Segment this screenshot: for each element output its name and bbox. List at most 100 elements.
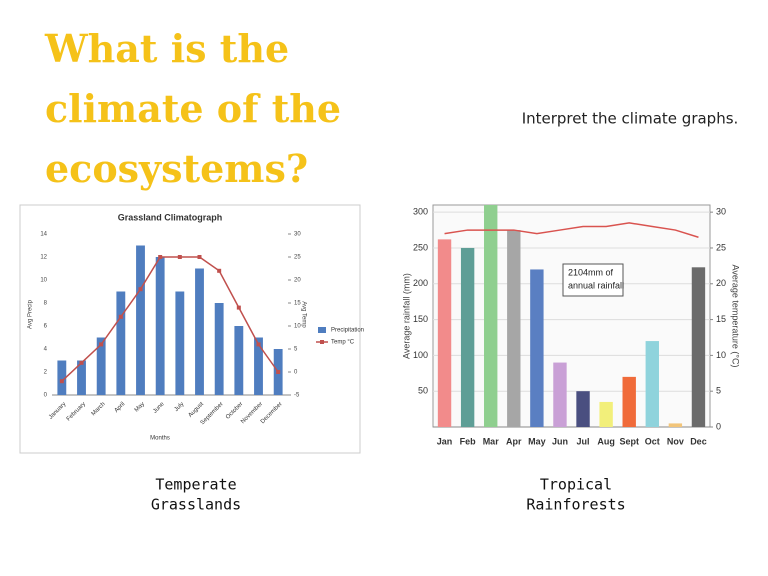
- bar: [484, 205, 498, 427]
- x-tick-label: Mar: [483, 436, 500, 446]
- bar: [195, 268, 204, 395]
- y-tick-label: 100: [413, 350, 428, 360]
- bar: [691, 267, 706, 427]
- line-marker: [138, 287, 143, 292]
- x-tick-label: Jan: [437, 436, 453, 446]
- x-tick-label: Jul: [577, 436, 590, 446]
- line: [444, 222, 699, 238]
- annotation: 2104mm of: [568, 267, 614, 277]
- bar: [599, 401, 613, 427]
- bar: [254, 337, 263, 395]
- x-tick-label: Apr: [506, 436, 522, 446]
- legend-label: Precipitation: [331, 328, 364, 334]
- legend-label: Temp °C: [331, 340, 355, 346]
- y-axis-label: Average rainfall (mm): [401, 273, 411, 359]
- bar: [175, 291, 185, 395]
- bar: [576, 391, 590, 427]
- y-tick-label: 2: [44, 370, 48, 376]
- y-tick-label: 50: [418, 386, 428, 396]
- line-marker: [79, 360, 84, 365]
- x-tick-label: Dec: [690, 436, 707, 446]
- bar: [214, 303, 224, 395]
- bar: [460, 247, 475, 427]
- y2-tick-label: 15: [716, 314, 726, 324]
- legend-swatch: [320, 340, 324, 344]
- bar: [136, 245, 145, 395]
- y-tick-label: 10: [40, 278, 47, 284]
- y2-tick-label: 0: [716, 421, 721, 431]
- slide-title: What is the: [44, 26, 289, 71]
- bar: [622, 376, 636, 427]
- bar: [77, 360, 86, 395]
- line-marker: [158, 255, 163, 259]
- x-tick-label: Feb: [460, 436, 477, 446]
- y2-tick-label: 25: [716, 242, 726, 252]
- y2-axis-label: Average temperature (°C): [731, 265, 741, 368]
- chart-frame: [19, 204, 361, 454]
- y2-tick-label: -5: [294, 393, 300, 399]
- y-tick-label: 200: [413, 278, 428, 288]
- y-tick-label: 0: [44, 393, 48, 399]
- y-tick-label: 150: [413, 314, 428, 324]
- x-tick-label: Aug: [597, 436, 615, 446]
- line-marker: [59, 379, 64, 384]
- y2-tick-label: 25: [294, 255, 301, 261]
- plot-area: [432, 204, 711, 428]
- y-axis-label: Avg Precip: [28, 299, 34, 329]
- y-tick-label: 6: [44, 324, 48, 330]
- x-tick-label: Jun: [552, 436, 568, 446]
- bar: [530, 269, 544, 427]
- bar: [645, 341, 659, 427]
- bar: [116, 291, 126, 395]
- caption: Tropical: [540, 476, 612, 494]
- line-marker: [99, 342, 104, 347]
- y2-tick-label: 5: [294, 347, 298, 353]
- y2-tick-label: 15: [294, 301, 301, 307]
- y2-axis-label: Avg Temp: [300, 301, 306, 328]
- x-axis-label: Months: [150, 436, 170, 442]
- caption: Temperate: [155, 476, 236, 494]
- bar: [96, 337, 106, 395]
- legend-swatch: [318, 327, 326, 333]
- x-tick-label: Oct: [645, 436, 660, 446]
- line-marker: [118, 314, 123, 319]
- x-tick-label: Nov: [667, 436, 684, 446]
- bar: [668, 423, 683, 427]
- y2-tick-label: 30: [716, 207, 726, 217]
- y-tick-label: 300: [413, 207, 428, 217]
- bar: [57, 360, 67, 395]
- line-marker: [177, 255, 182, 259]
- y-tick-label: 250: [413, 242, 428, 252]
- slide-title: climate of the: [45, 86, 341, 131]
- instruction: Interpret the climate graphs.: [522, 110, 739, 128]
- annotation-box: [562, 263, 624, 297]
- y-tick-label: 14: [40, 232, 47, 238]
- bar: [507, 230, 521, 427]
- bar: [437, 239, 452, 427]
- line-marker: [256, 342, 261, 347]
- x-tick-label: July: [174, 401, 186, 413]
- bar: [155, 257, 165, 395]
- chart-title: Grassland Climatograph: [118, 212, 223, 222]
- annotation: annual rainfall: [568, 280, 624, 290]
- y2-tick-label: 5: [716, 386, 721, 396]
- line-marker: [217, 268, 222, 273]
- y2-tick-label: 30: [294, 232, 301, 238]
- line-marker: [197, 255, 202, 259]
- y-tick-label: 12: [40, 255, 47, 261]
- y2-tick-label: 10: [294, 324, 301, 330]
- y-tick-label: 4: [44, 347, 48, 353]
- y2-tick-label: 20: [716, 278, 726, 288]
- bar: [234, 326, 244, 395]
- caption: Rainforests: [526, 496, 625, 514]
- line-marker: [236, 305, 241, 310]
- y2-tick-label: 10: [716, 350, 726, 360]
- x-tick-label: Sept: [619, 436, 639, 446]
- x-tick-label: May: [528, 436, 546, 446]
- line-marker: [276, 370, 281, 374]
- y-tick-label: 8: [44, 301, 48, 307]
- y2-tick-label: 20: [294, 278, 301, 284]
- line: [61, 256, 279, 382]
- y2-tick-label: 0: [294, 370, 298, 376]
